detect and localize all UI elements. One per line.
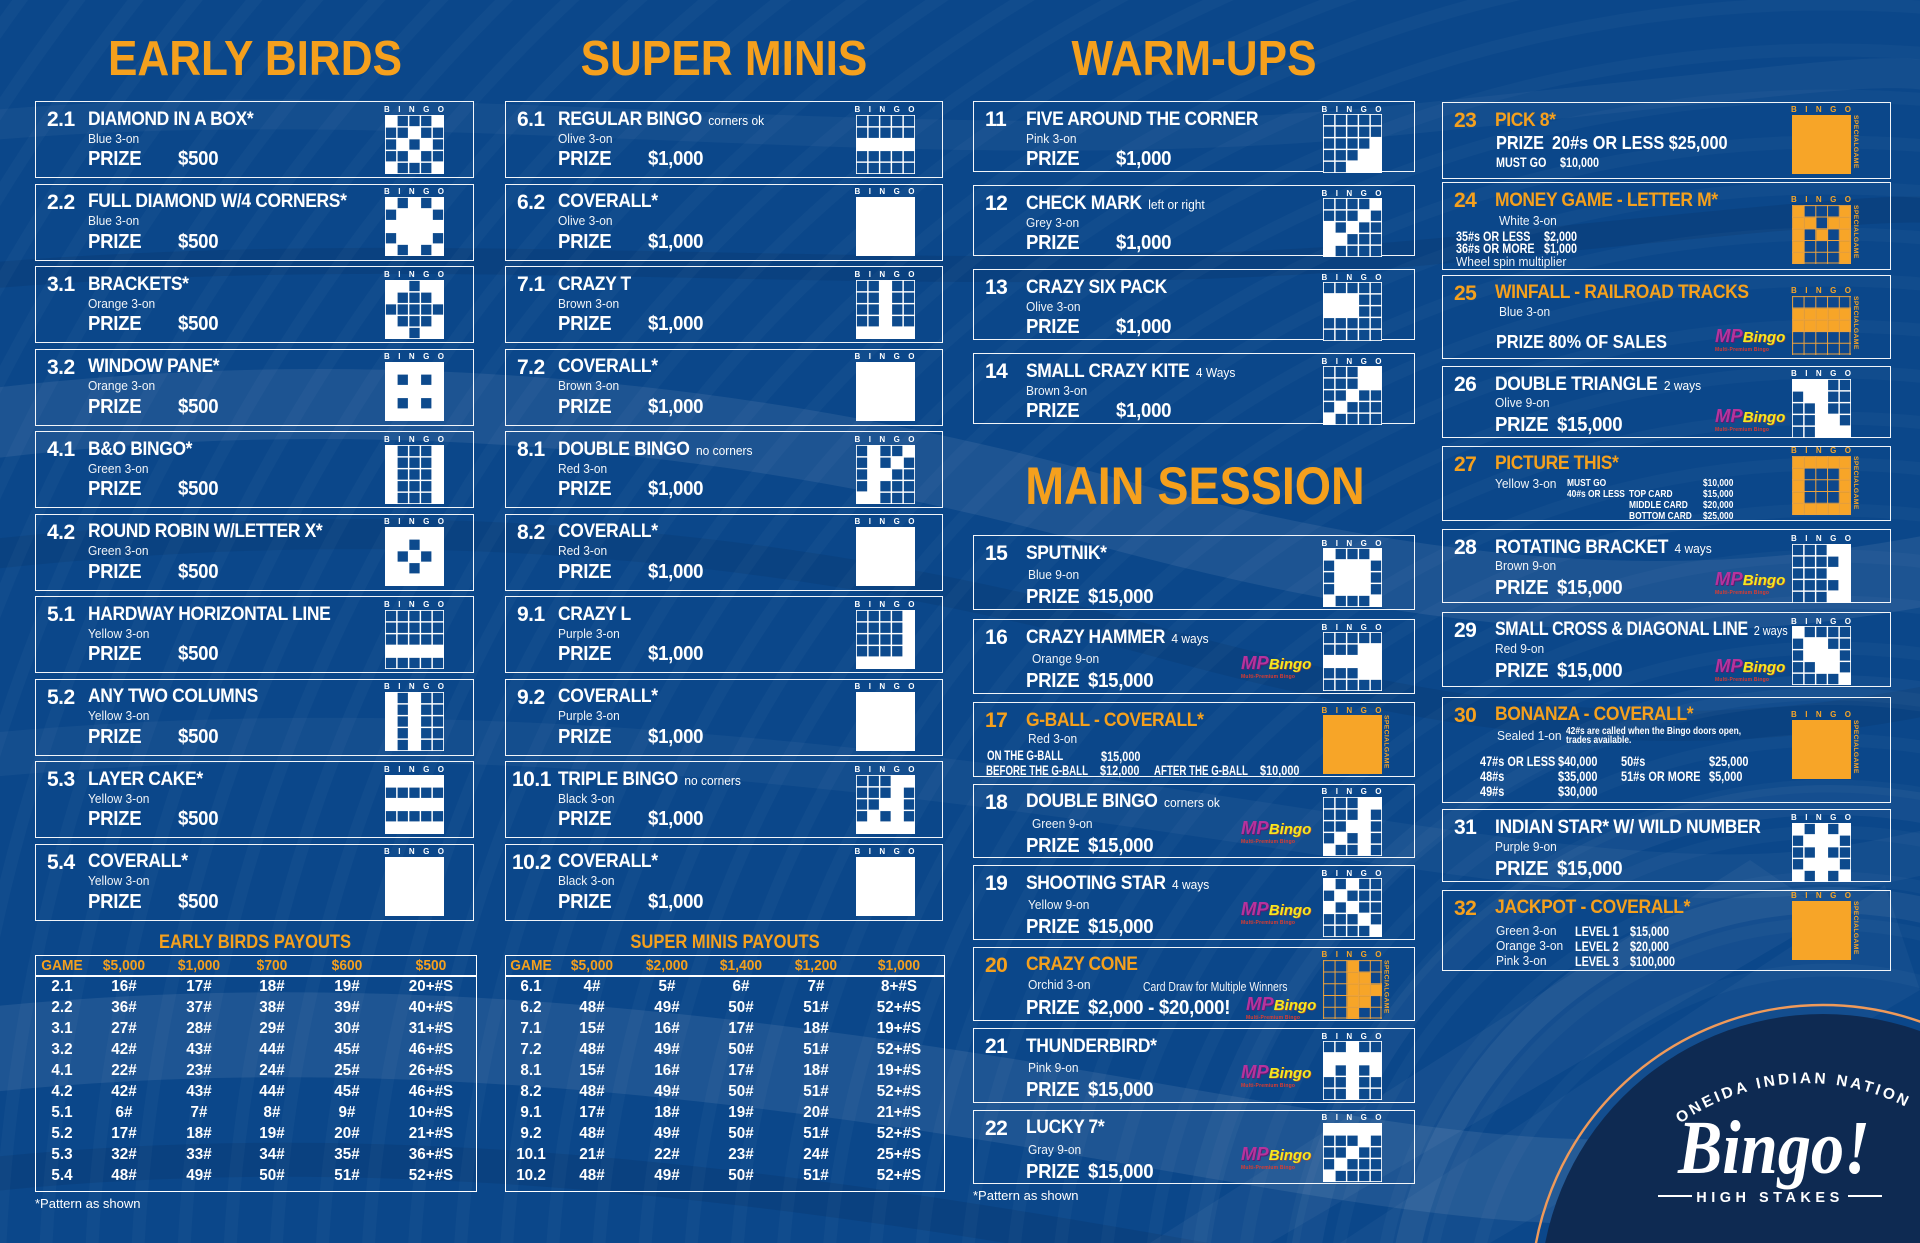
- svg-text:HIGH STAKES: HIGH STAKES: [1696, 1190, 1844, 1206]
- svg-text:Bingo!: Bingo!: [1677, 1106, 1870, 1190]
